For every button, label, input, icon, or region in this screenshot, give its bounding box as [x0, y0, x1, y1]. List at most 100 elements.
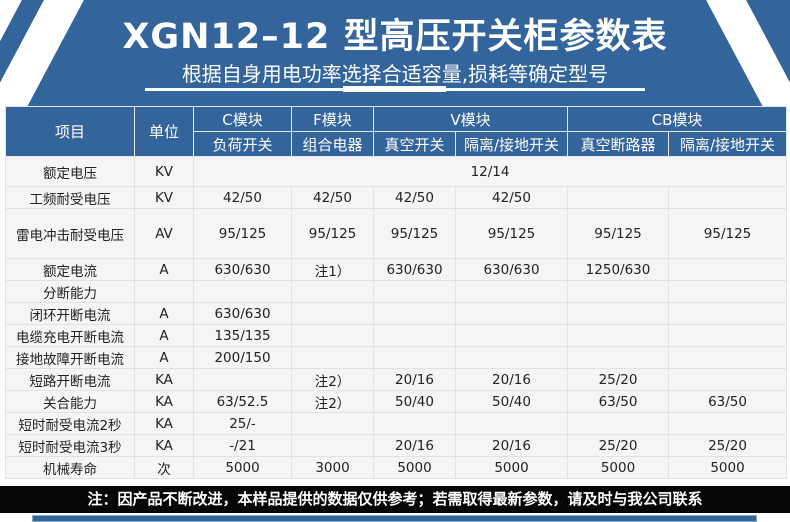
row-name: 工频耐受电压: [5, 186, 135, 209]
page-title: XGN12–12 型高压开关柜参数表: [122, 17, 668, 57]
row-value: [291, 434, 374, 457]
table-row: 短路开断电流 KA 注2） 20/16 20/16 25/20: [5, 368, 788, 391]
header-sub: 真空断路器: [567, 131, 670, 157]
header-group: F模块: [291, 106, 374, 132]
row-value: 200/150: [193, 346, 292, 369]
row-value: 63/52.5: [193, 390, 292, 413]
row-value: 95/125: [291, 208, 374, 259]
row-value: [567, 186, 670, 209]
row-value: [454, 280, 569, 303]
row-unit: A: [134, 346, 194, 369]
row-value: [668, 368, 788, 391]
table-row: 工频耐受电压 KV 42/50 42/50 42/50 42/50: [5, 186, 788, 209]
header-sub: 隔离/接地开关: [454, 131, 569, 157]
row-value: 63/50: [668, 390, 788, 413]
row-value: [567, 412, 670, 435]
row-value: [291, 280, 374, 303]
row-value: [668, 412, 788, 435]
table-row: 额定电压 KV 12/14: [5, 156, 788, 187]
row-value: 20/16: [454, 368, 569, 391]
row-value: 42/50: [373, 186, 456, 209]
row-value: 630/630: [193, 258, 292, 281]
row-unit: KA: [134, 412, 194, 435]
row-value: 5000: [668, 456, 788, 479]
row-unit: KA: [134, 390, 194, 413]
row-value: 25/20: [567, 368, 670, 391]
row-value: [373, 324, 456, 347]
row-value: [567, 324, 670, 347]
header-sub: 负荷开关: [193, 131, 292, 157]
row-unit: AV: [134, 208, 194, 259]
row-value: 50/40: [373, 390, 456, 413]
header-unit: 单位: [134, 106, 194, 157]
row-value: [454, 302, 569, 325]
row-value: [291, 346, 374, 369]
row-value: 95/125: [668, 208, 788, 259]
header-group: V模块: [372, 106, 569, 132]
row-value: 135/135: [193, 324, 292, 347]
row-value: [668, 346, 788, 369]
row-name: 关合能力: [5, 390, 135, 413]
row-unit: KA: [134, 368, 194, 391]
row-name: 分断能力: [5, 280, 135, 303]
row-value: [193, 280, 292, 303]
table-row: 闭环开断电流 A 630/630: [5, 302, 788, 325]
row-value: 5000: [454, 456, 569, 479]
row-value: 注1）: [291, 258, 374, 281]
header-sub: 真空开关: [373, 131, 456, 157]
bottom-decor-bar: [32, 515, 757, 522]
row-value: 注2）: [291, 390, 374, 413]
header-sub: 隔离/接地开关: [668, 131, 788, 157]
header-group: CB模块: [567, 106, 788, 132]
row-unit: KA: [134, 434, 194, 457]
row-value: [668, 186, 788, 209]
row-value: [454, 412, 569, 435]
table-row: 关合能力 KA 63/52.5 注2） 50/40 50/40 63/50 63/50: [5, 390, 788, 413]
row-value: 25/20: [668, 434, 788, 457]
row-unit: KV: [134, 186, 194, 209]
row-value: 50/40: [454, 390, 569, 413]
row-value: [373, 412, 456, 435]
row-value: 42/50: [454, 186, 569, 209]
row-unit: A: [134, 302, 194, 325]
table-row: 短时耐受电流3秒 KA -/21 20/16 20/16 25/20 25/20: [5, 434, 788, 457]
row-value: [291, 302, 374, 325]
row-value: [567, 346, 670, 369]
row-value: 630/630: [193, 302, 292, 325]
table-row: 雷电冲击耐受电压 AV 95/125 95/125 95/125 95/125 95/125…: [5, 208, 788, 259]
row-value: [567, 280, 670, 303]
row-name: 额定电流: [5, 258, 135, 281]
row-value: 630/630: [454, 258, 569, 281]
row-value: 3000: [291, 456, 374, 479]
row-value: 95/125: [193, 208, 292, 259]
row-value: 1250/630: [567, 258, 670, 281]
parameter-table: 项目 单位 C模块 F模块 V模块 CB模块 负荷开关 组合电器 真空开关 隔离/接地…: [5, 106, 788, 479]
row-name: 电缆充电开断电流: [5, 324, 135, 347]
row-value: 95/125: [454, 208, 569, 259]
table-row: 短时耐受电流2秒 KA 25/-: [5, 412, 788, 435]
row-value: 95/125: [373, 208, 456, 259]
row-value: [454, 324, 569, 347]
row-value: [193, 368, 292, 391]
row-value: 25/-: [193, 412, 292, 435]
row-name: 额定电压: [5, 156, 135, 187]
row-value: [668, 258, 788, 281]
row-unit: A: [134, 258, 194, 281]
row-value: 20/16: [373, 368, 456, 391]
row-value: 20/16: [373, 434, 456, 457]
header-group: C模块: [193, 106, 292, 132]
row-value: [291, 412, 374, 435]
page-subtitle: 根据自身用电功率选择合适容量,损耗等确定型号: [181, 62, 609, 86]
table-row: 电缆充电开断电流 A 135/135: [5, 324, 788, 347]
row-value: 25/20: [567, 434, 670, 457]
row-value: 20/16: [454, 434, 569, 457]
disclaimer-note: 注：因产品不断改进，本样品提供的数据仅供参考；若需取得最新参数，请及时与我公司联…: [0, 486, 790, 513]
row-value: [373, 346, 456, 369]
title-underline-accent: [343, 86, 446, 92]
header-item: 项目: [5, 106, 135, 157]
table-row: 机械寿命次 5000 3000 5000 5000 5000 5000: [5, 456, 788, 479]
title-banner: XGN12–12 型高压开关柜参数表 根据自身用电功率选择合适容量,损耗等确定型…: [0, 0, 790, 106]
row-value: 95/125: [567, 208, 670, 259]
table-row: 接地故障开断电流 A 200/150: [5, 346, 788, 369]
row-value: [668, 302, 788, 325]
